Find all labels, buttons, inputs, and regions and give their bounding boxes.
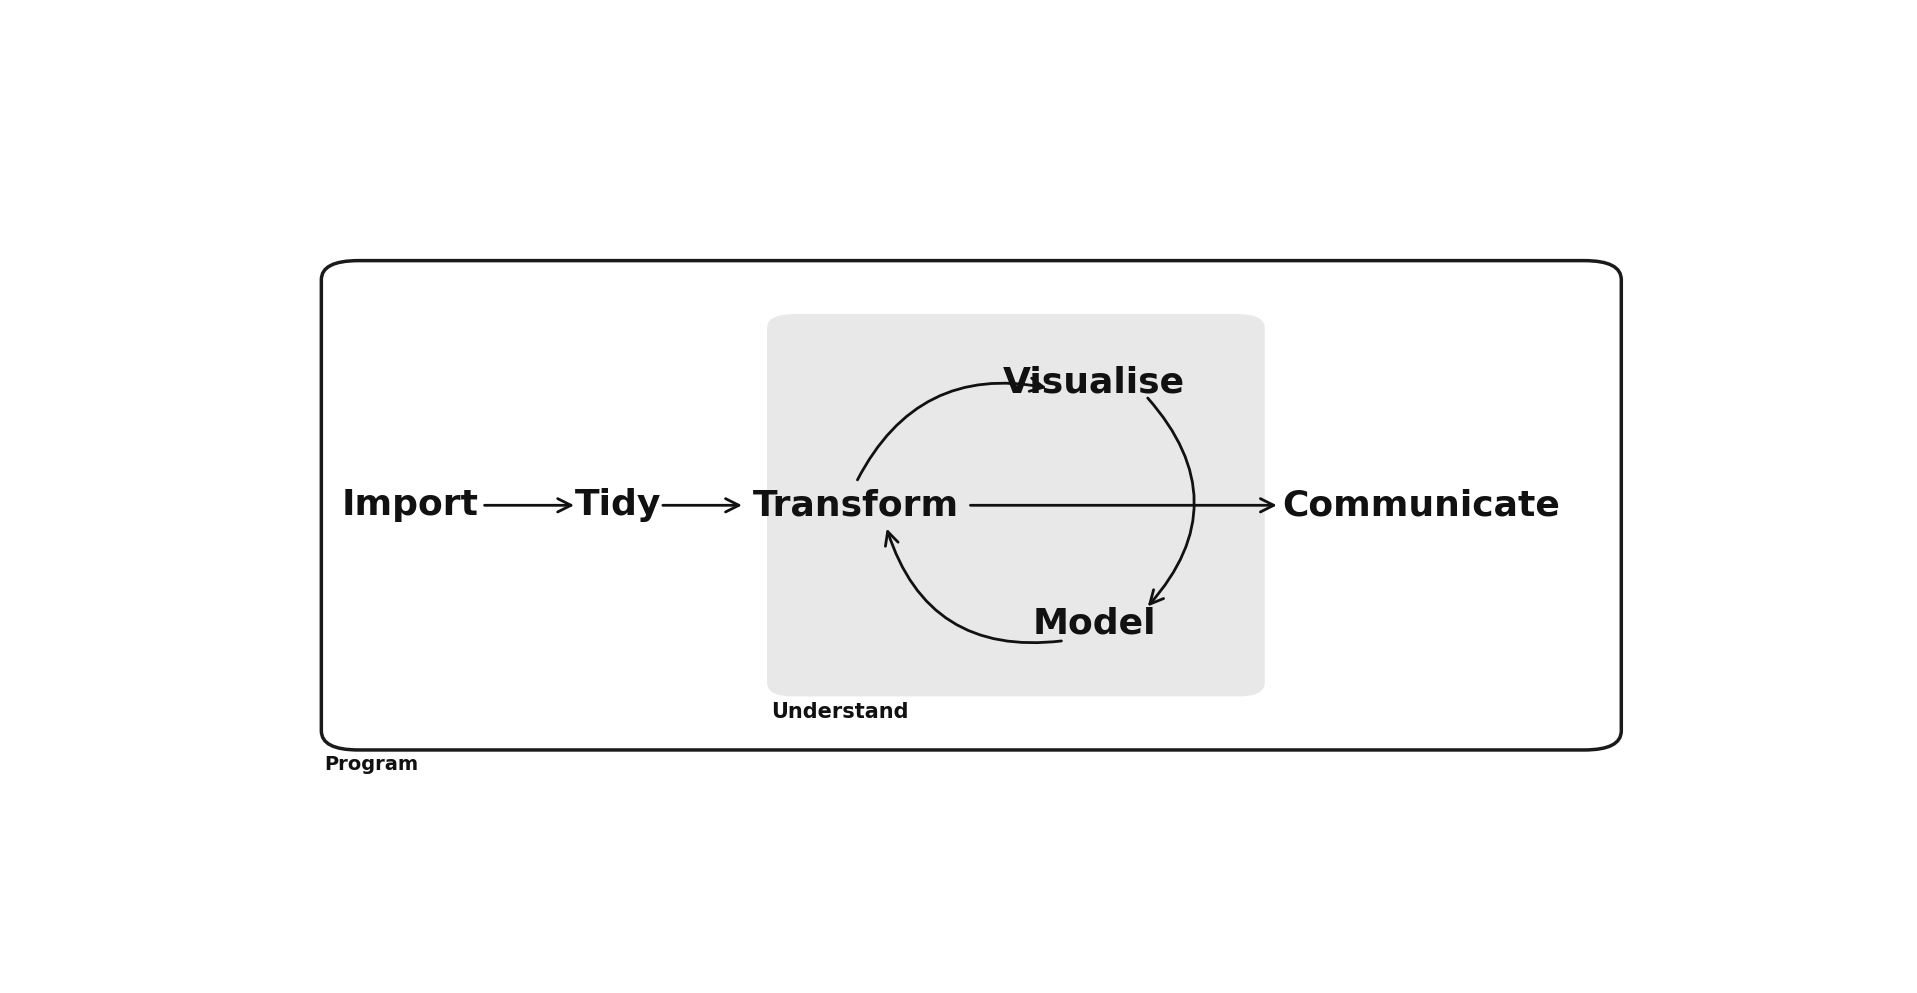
Text: Tidy: Tidy: [575, 489, 661, 522]
Text: Program: Program: [324, 756, 418, 775]
FancyArrowPatch shape: [857, 378, 1043, 480]
Text: Model: Model: [1031, 607, 1156, 640]
FancyBboxPatch shape: [767, 314, 1265, 696]
Text: Understand: Understand: [771, 702, 909, 722]
Text: Visualise: Visualise: [1003, 366, 1185, 400]
FancyArrowPatch shape: [886, 531, 1062, 642]
Text: Transform: Transform: [753, 489, 958, 522]
Text: Communicate: Communicate: [1282, 489, 1560, 522]
FancyBboxPatch shape: [322, 260, 1622, 750]
Text: Import: Import: [341, 489, 479, 522]
FancyArrowPatch shape: [1148, 398, 1194, 604]
